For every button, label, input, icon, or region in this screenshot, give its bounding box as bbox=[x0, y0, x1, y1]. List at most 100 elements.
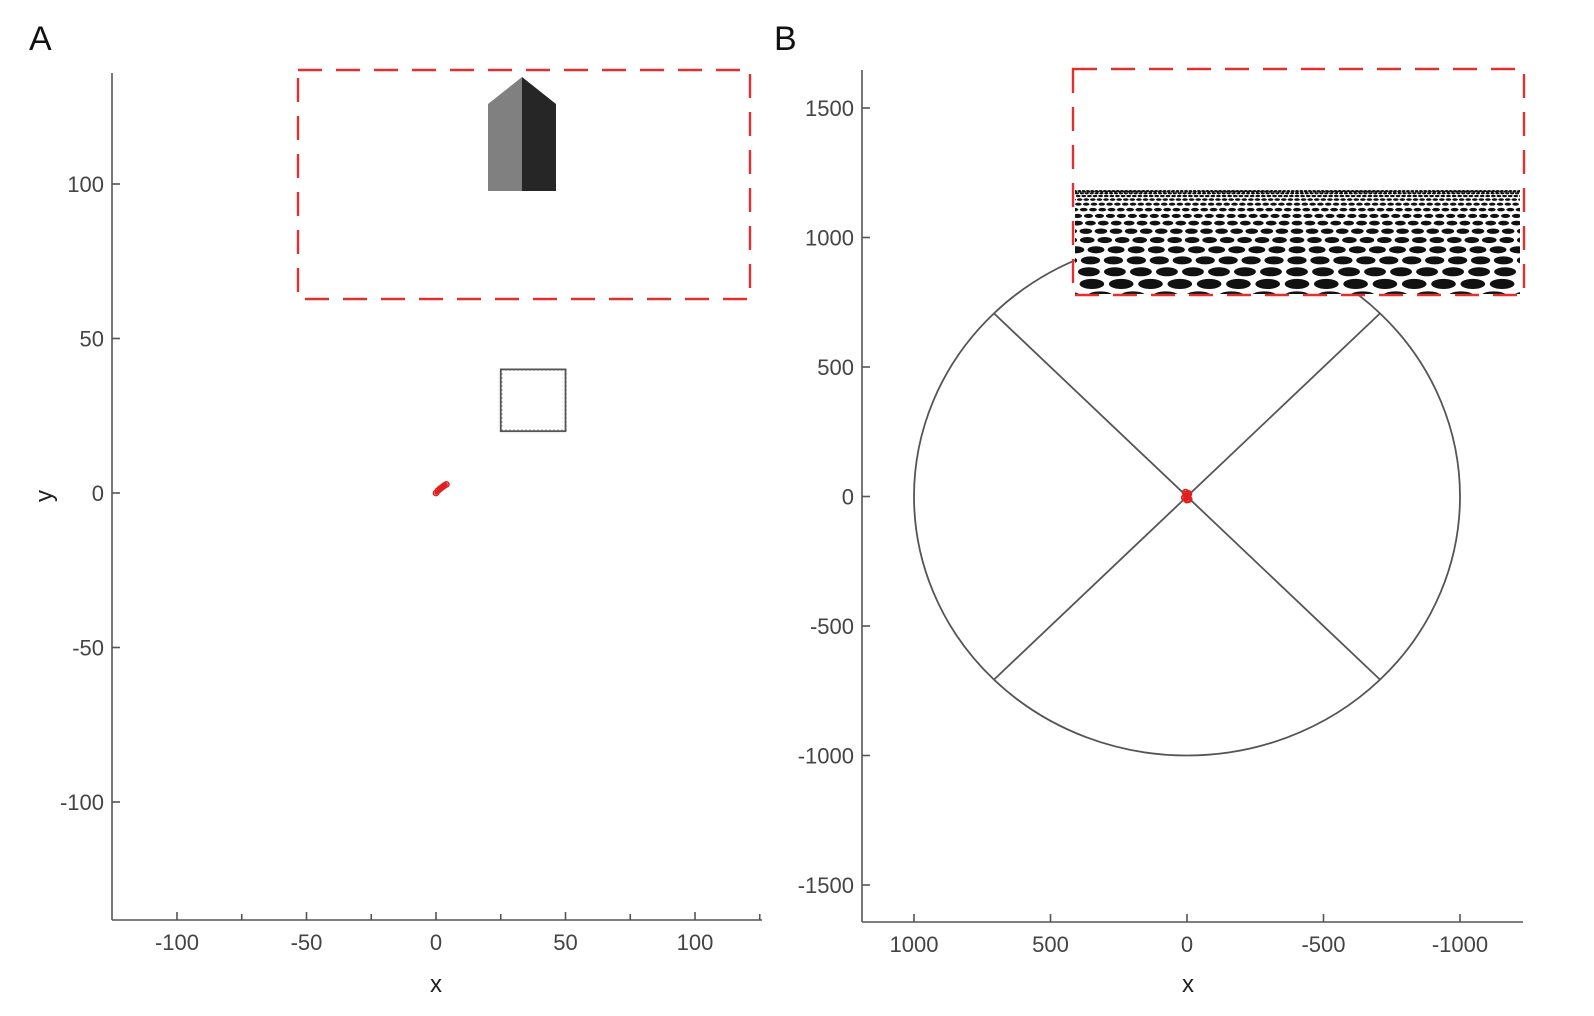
floor-dot bbox=[1227, 194, 1233, 198]
floor-dot bbox=[1126, 190, 1131, 193]
floor-dot bbox=[1267, 198, 1274, 201]
floor-dot bbox=[1248, 213, 1258, 218]
floor-dot bbox=[1289, 236, 1305, 244]
floor-dot bbox=[1450, 207, 1459, 212]
floor-dot bbox=[1307, 236, 1322, 244]
floor-dot bbox=[1485, 194, 1491, 198]
floor-dot bbox=[1209, 207, 1218, 212]
floor-dot bbox=[1281, 198, 1287, 201]
floor-dot bbox=[1062, 214, 1071, 218]
panel-b-x-tick-label: 1000 bbox=[890, 932, 939, 957]
floor-dot bbox=[1481, 236, 1497, 244]
floor-dot bbox=[1087, 194, 1092, 198]
floor-dot bbox=[1445, 198, 1452, 201]
floor-dot bbox=[1284, 278, 1310, 290]
floor-dot bbox=[1493, 256, 1514, 265]
floor-dot bbox=[1478, 213, 1489, 218]
floor-dot bbox=[1472, 220, 1484, 226]
floor-dot bbox=[1241, 198, 1248, 201]
floor-dot bbox=[1208, 267, 1230, 277]
floor-dot bbox=[1309, 202, 1316, 206]
floor-dot bbox=[1468, 213, 1478, 218]
floor-dot bbox=[1363, 192, 1368, 195]
floor-dot bbox=[1446, 220, 1458, 226]
floor-dot bbox=[1390, 267, 1412, 277]
floor-dot bbox=[1317, 202, 1324, 206]
floor-dot bbox=[1496, 194, 1502, 198]
floor-dot bbox=[1290, 190, 1295, 193]
floor-dot bbox=[1290, 228, 1304, 234]
floor-dot bbox=[1294, 192, 1300, 195]
floor-dot bbox=[1328, 246, 1346, 254]
floor-dot bbox=[1148, 194, 1154, 198]
floor-dot bbox=[1109, 198, 1116, 201]
panel-b-view-inset bbox=[1062, 67, 1532, 297]
floor-dot bbox=[1338, 192, 1344, 195]
floor-dot bbox=[1292, 213, 1302, 218]
floor-dot bbox=[1132, 236, 1148, 244]
floor-dot bbox=[1077, 190, 1082, 193]
floor-dot bbox=[1468, 190, 1472, 193]
floor-dot bbox=[1432, 207, 1440, 212]
floor-dot bbox=[1123, 220, 1135, 226]
floor-texture-view bbox=[1062, 190, 1532, 294]
floor-dot bbox=[1255, 278, 1281, 290]
floor-dot bbox=[1321, 190, 1326, 193]
floor-dot bbox=[1117, 190, 1122, 193]
floor-dot bbox=[1348, 192, 1353, 195]
floor-dot bbox=[1080, 256, 1101, 265]
floor-dot bbox=[1250, 190, 1255, 193]
floor-dot bbox=[1380, 213, 1390, 218]
floor-dot bbox=[1097, 236, 1113, 244]
floor-dot bbox=[1206, 192, 1212, 195]
floor-dot bbox=[1334, 192, 1339, 195]
floor-dot bbox=[1326, 190, 1330, 193]
floor-dot bbox=[1386, 198, 1392, 201]
floor-dot bbox=[1395, 202, 1402, 206]
floor-dot bbox=[1339, 194, 1345, 198]
floor-dot bbox=[1120, 194, 1126, 198]
square-object-inner bbox=[503, 372, 563, 429]
floor-dot bbox=[1202, 198, 1208, 201]
floor-dot bbox=[1433, 220, 1445, 226]
floor-dot bbox=[1131, 190, 1135, 193]
panel-b-label: B bbox=[774, 20, 797, 58]
floor-dot bbox=[1246, 190, 1251, 193]
floor-dot bbox=[1089, 207, 1097, 212]
floor-dot bbox=[1333, 194, 1339, 198]
floor-dot bbox=[1396, 228, 1409, 234]
floor-dot bbox=[1367, 194, 1373, 198]
floor-dot bbox=[1234, 267, 1256, 277]
floor-dot bbox=[1250, 192, 1256, 195]
floor-dot bbox=[1402, 256, 1422, 265]
floor-dot bbox=[1191, 207, 1199, 212]
floor-dot bbox=[1328, 194, 1334, 198]
floor-dot bbox=[1514, 192, 1520, 195]
floor-dot bbox=[1116, 198, 1122, 201]
floor-dot bbox=[1185, 228, 1198, 234]
floor-dot bbox=[1083, 198, 1090, 201]
floor-dot bbox=[1417, 192, 1422, 195]
floor-dot bbox=[1431, 192, 1436, 195]
floor-dot bbox=[1523, 214, 1532, 218]
floor-dot bbox=[1446, 192, 1451, 195]
floor-dot bbox=[1489, 246, 1507, 254]
floor-dot bbox=[1436, 192, 1441, 195]
floor-dot bbox=[1162, 192, 1168, 195]
panel-a-y-tick-label: 100 bbox=[67, 172, 104, 197]
floor-dot bbox=[1089, 192, 1094, 195]
floor-dot bbox=[1338, 267, 1360, 277]
floor-dot bbox=[1128, 192, 1133, 195]
floor-dot bbox=[1332, 202, 1340, 206]
floor-dot bbox=[1154, 228, 1168, 234]
floor-dot bbox=[1478, 198, 1485, 201]
floor-dot bbox=[1129, 267, 1152, 277]
floor-dot bbox=[1075, 257, 1078, 263]
floor-dot bbox=[1313, 278, 1339, 290]
floor-dot bbox=[1079, 207, 1088, 212]
floor-dot bbox=[1340, 198, 1346, 201]
floor-dot bbox=[1366, 228, 1379, 234]
floor-dot bbox=[1215, 190, 1220, 193]
panel-a-x-tick-label: 100 bbox=[677, 930, 714, 955]
